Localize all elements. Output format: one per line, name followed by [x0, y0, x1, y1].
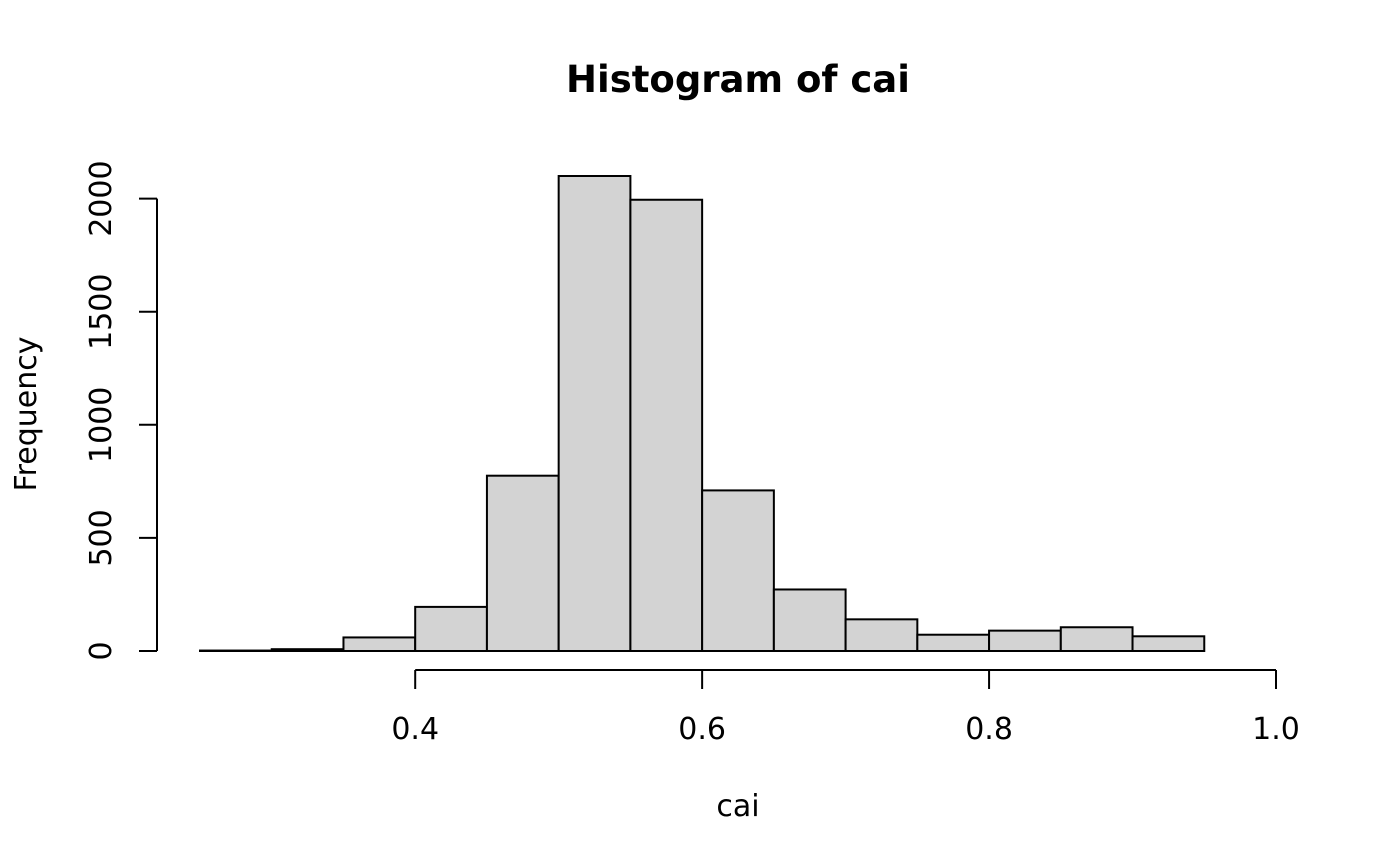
histogram-bar [629, 198, 704, 652]
x-tick-label: 0.6 [678, 712, 726, 747]
histogram-bar [485, 474, 560, 653]
x-tick-label: 0.8 [965, 712, 1013, 747]
y-axis: 0 500 1000 1500 2000 [84, 160, 158, 661]
histogram-bar [270, 648, 345, 653]
y-tick-label: 1500 [84, 274, 119, 350]
y-tick-label: 2000 [84, 160, 119, 236]
histogram-bar [1059, 626, 1134, 652]
histogram-bar [1131, 635, 1206, 652]
histogram-bar [342, 636, 417, 653]
y-tick-label: 500 [84, 509, 119, 566]
x-axis-label: cai [716, 789, 759, 824]
y-tick-label: 0 [84, 641, 119, 660]
x-axis: 0.4 0.6 0.8 1.0 [391, 669, 1300, 747]
y-axis-label: Frequency [9, 337, 44, 492]
histogram-bar [772, 588, 847, 653]
bars-group [199, 175, 1206, 653]
histogram-bar [844, 618, 919, 652]
x-tick-label: 0.4 [391, 712, 439, 747]
chart-title: Histogram of cai [566, 58, 910, 101]
x-tick-label: 1.0 [1252, 712, 1300, 747]
y-tick-label: 1000 [84, 387, 119, 463]
histogram-bar [988, 629, 1062, 653]
histogram-bar [557, 175, 632, 652]
histogram-bar [916, 633, 991, 653]
histogram-bar [414, 605, 488, 653]
histogram-bar [701, 489, 775, 652]
